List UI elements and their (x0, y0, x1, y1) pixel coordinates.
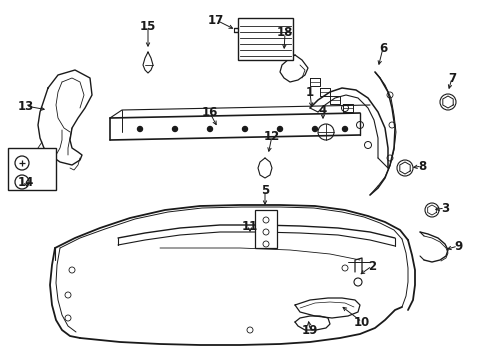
Text: 5: 5 (261, 184, 269, 197)
Text: 19: 19 (302, 324, 318, 337)
Circle shape (243, 126, 247, 131)
Circle shape (313, 126, 318, 131)
Text: 2: 2 (368, 260, 376, 273)
Text: 18: 18 (277, 27, 293, 40)
Text: 17: 17 (208, 13, 224, 27)
Circle shape (172, 126, 177, 131)
Text: 14: 14 (18, 175, 34, 189)
Text: 15: 15 (140, 19, 156, 32)
Text: 1: 1 (306, 86, 314, 99)
Text: 4: 4 (319, 104, 327, 117)
Text: 16: 16 (202, 107, 218, 120)
Text: 9: 9 (454, 239, 462, 252)
Text: 12: 12 (264, 130, 280, 143)
Text: 8: 8 (418, 159, 426, 172)
Text: 11: 11 (242, 220, 258, 233)
Circle shape (343, 126, 347, 131)
Circle shape (207, 126, 213, 131)
Circle shape (277, 126, 283, 131)
Text: 6: 6 (379, 41, 387, 54)
Bar (8, 148, 56, 190)
Text: 7: 7 (448, 72, 456, 85)
Bar (238, 18, 293, 60)
Text: 10: 10 (354, 315, 370, 328)
Text: 3: 3 (441, 202, 449, 215)
Text: 13: 13 (18, 99, 34, 112)
Bar (255, 210, 277, 248)
Circle shape (138, 126, 143, 131)
